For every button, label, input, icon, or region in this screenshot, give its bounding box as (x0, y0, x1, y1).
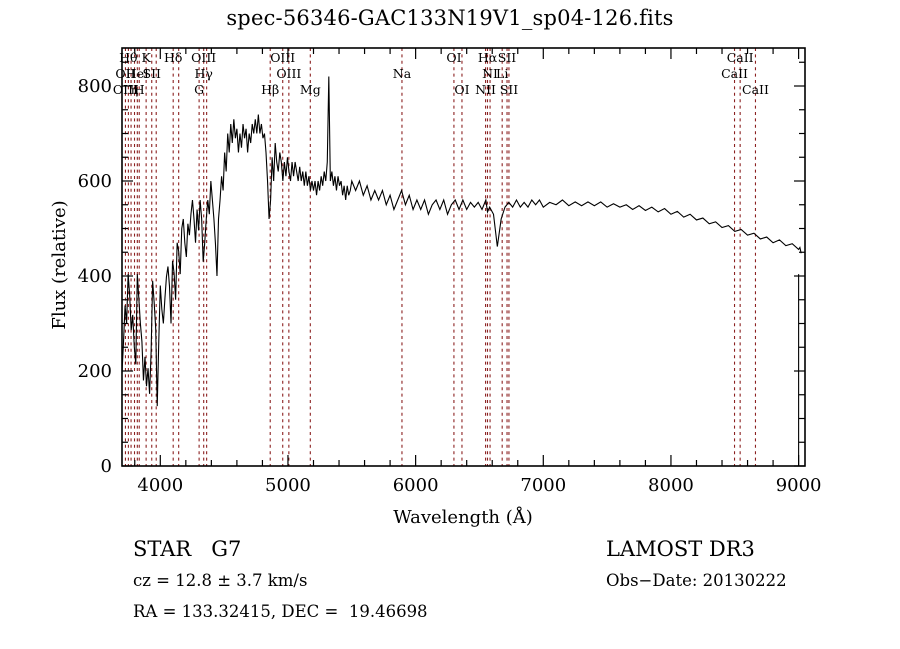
page-title: spec-56346-GAC133N19V1_sp04-126.fits (226, 6, 674, 30)
spectral-line-label: G (194, 82, 204, 97)
spectrum-trace (121, 76, 802, 407)
spectral-line-label: Hθ (119, 50, 137, 65)
x-axis-label: Wavelength (Å) (393, 506, 533, 528)
x-tick-label: 7000 (520, 475, 566, 496)
spectral-line-label: OIII (113, 82, 138, 97)
x-tick-label: 9000 (776, 475, 822, 496)
spectrum-trace-group (121, 76, 802, 466)
spectral-line-label: OIII (276, 66, 301, 81)
spectral-line-label: Mg (300, 82, 321, 97)
redshift-velocity: cz = 12.8 ± 3.7 km/s (133, 571, 308, 590)
spectral-line-label: HeI (126, 66, 149, 81)
y-axis-label: Flux (relative) (49, 200, 70, 329)
spectral-line-label: SII (500, 82, 519, 97)
spectral-line-label: Hγ (195, 66, 213, 81)
spectral-line-label: SII (498, 50, 517, 65)
spectral-line-label: OIII (270, 50, 295, 65)
y-tick-label: 400 (78, 266, 112, 287)
spectral-line-label: Hα (478, 50, 498, 65)
spectral-line-label: CaII (742, 82, 769, 97)
spectral-line-label: OIII (191, 50, 216, 65)
metadata-footer: STAR G7 cz = 12.8 ± 3.7 km/s RA = 133.32… (0, 528, 900, 649)
spectral-line-label: H (134, 82, 145, 97)
spectral-line-label: Hβ (261, 82, 279, 97)
axis-frame-group (121, 47, 806, 467)
spectral-line-label: K (141, 50, 151, 65)
spectral-line-label: Na (393, 66, 412, 81)
spectrum-chart: 4000 5000 6000 7000 8000 9000 0 200 400 600 800 OI… (49, 47, 822, 528)
spectral-line-label: Hδ (164, 50, 182, 65)
spectral-line-label: CaII (727, 50, 754, 65)
y-tick-label: 800 (78, 76, 112, 97)
x-tick-label: 6000 (393, 475, 439, 496)
spectral-line-label: NI (482, 66, 498, 81)
observation-date: Obs−Date: 20130222 (606, 571, 787, 590)
y-tick-label: 200 (78, 361, 112, 382)
x-tick-label: 4000 (137, 475, 183, 496)
y-tick-label: 600 (78, 171, 112, 192)
spectral-line-label: OII (115, 66, 135, 81)
spectral-line-label: OI (446, 50, 461, 65)
x-tick-label: 8000 (648, 475, 694, 496)
spectral-line-label-group: OIIOIIIHθηHeIHKSIIHδGHγOIIIHβOIIIOIIIMgN… (113, 50, 769, 97)
sky-coordinates: RA = 133.32415, DEC = 19.46698 (133, 602, 428, 621)
object-classification: STAR G7 (133, 537, 242, 561)
tick-label-group: 4000 5000 6000 7000 8000 9000 0 200 400 600 800 (78, 76, 822, 496)
x-tick-label: 5000 (265, 475, 311, 496)
spectral-line-label: Li (496, 66, 508, 81)
y-tick-label: 0 (101, 456, 112, 477)
spectral-line-label: NII (475, 82, 496, 97)
spectral-line-label: OI (454, 82, 469, 97)
axis-frame (121, 47, 806, 467)
line-marker-group (124, 48, 757, 466)
survey-release: LAMOST DR3 (606, 537, 755, 561)
spectral-line-label: η (131, 82, 139, 97)
spectral-line-label: SII (143, 66, 162, 81)
chart-canvas: 4000 5000 6000 7000 8000 9000 0 200 400 600 800 OI… (49, 47, 822, 528)
spectral-line-label: CaII (721, 66, 748, 81)
